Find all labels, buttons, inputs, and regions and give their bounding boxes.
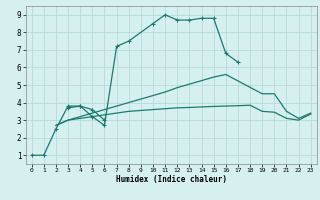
X-axis label: Humidex (Indice chaleur): Humidex (Indice chaleur): [116, 175, 227, 184]
